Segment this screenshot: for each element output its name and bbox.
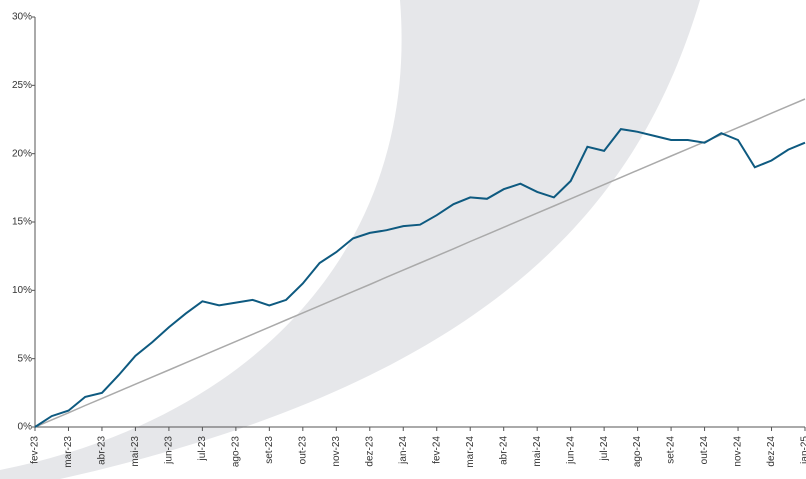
x-tick-label: jun-23 [164,436,175,465]
y-tick-label: 10% [12,285,32,296]
y-tick-label: 15% [12,217,32,228]
y-tick-label: 20% [12,148,32,159]
x-tick-label: ago-24 [632,436,643,468]
x-tick-label: dez-23 [364,436,375,467]
x-tick-label: set-24 [666,436,677,464]
x-tick-label: fev-23 [30,436,41,464]
x-tick-label: jul-23 [197,436,208,462]
x-tick-label: jan-24 [398,436,409,465]
y-tick-label: 25% [12,80,32,91]
x-tick-label: dez-24 [766,436,777,467]
y-tick-label: 30% [12,12,32,23]
background-swoosh [0,0,700,479]
x-tick-label: mar-24 [465,436,476,468]
x-tick-label: jun-24 [565,436,576,465]
x-tick-label: mar-23 [63,436,74,468]
x-tick-label: jan-25 [800,436,806,465]
series-line [34,128,806,428]
x-tick-label: nov-24 [733,436,744,467]
x-tick-label: out-23 [297,436,308,465]
x-tick-label: ago-23 [231,436,242,468]
x-tick-label: jul-24 [599,436,610,462]
x-tick-label: abr-23 [97,436,108,465]
x-tick-label: abr-24 [498,436,509,465]
y-tick-label: 5% [18,353,33,364]
x-tick-label: set-23 [264,436,275,464]
series-line [34,98,806,428]
x-tick-label: mai-24 [532,436,543,467]
x-tick-label: mai-23 [130,436,141,467]
y-tick-label: 0% [18,422,33,433]
x-tick-label: fev-24 [431,436,442,464]
x-tick-label: out-24 [699,436,710,465]
x-tick-label: nov-23 [331,436,342,467]
